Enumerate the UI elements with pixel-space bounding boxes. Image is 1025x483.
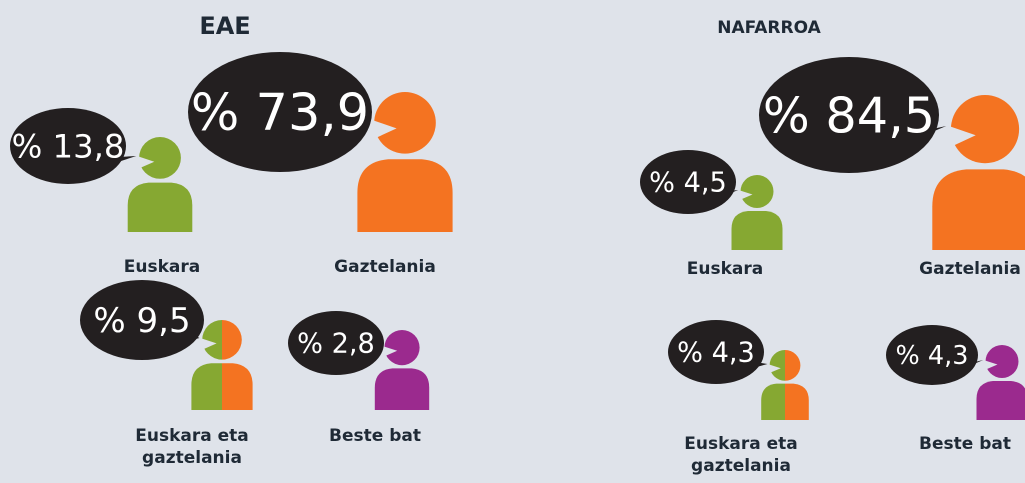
icon-head (139, 137, 181, 179)
icon-part (932, 95, 1025, 250)
value-label: % 4,3 (677, 338, 755, 369)
value-label: % 9,5 (93, 301, 190, 341)
icon-body (976, 381, 1025, 420)
category-label: Euskara (686, 259, 764, 279)
icon-mouth (767, 364, 781, 374)
icon-head (950, 95, 1020, 164)
person-icon (932, 95, 1025, 250)
icon-part (731, 175, 783, 250)
speech-bubble (640, 150, 736, 214)
category-label: Euskara eta gaztelania (135, 426, 249, 468)
category-label: Beste bat (329, 426, 421, 446)
value-label: % 2,8 (297, 329, 375, 360)
icon-part (127, 137, 193, 232)
panel-title: EAE (199, 12, 251, 40)
icon-body (357, 159, 453, 232)
value-label: % 73,9 (191, 84, 369, 143)
icon-part (785, 350, 809, 420)
person-icon (976, 345, 1025, 420)
icon-mouth (983, 360, 998, 371)
category-label: Euskara eta gaztelania (684, 434, 798, 476)
person-icon (127, 137, 193, 232)
icon-head (202, 320, 222, 360)
category-label: Euskara (123, 257, 201, 277)
person-icon (731, 175, 783, 250)
icon-head (740, 175, 774, 208)
icon-part (357, 92, 453, 232)
icon-head (985, 345, 1019, 378)
value-label: % 4,5 (649, 168, 727, 199)
category-label: Beste bat (919, 434, 1011, 454)
speech-bubble (10, 108, 126, 184)
speech-bubble (668, 320, 764, 384)
person-icon (191, 320, 253, 410)
icon-head (222, 320, 242, 360)
person-icon (357, 92, 453, 232)
speech-bubble (80, 280, 204, 360)
icon-mouth (137, 156, 155, 170)
speech-bubble (288, 311, 384, 375)
icon-mouth (738, 190, 753, 201)
icon-body (731, 211, 783, 250)
icon-body (374, 368, 430, 410)
icon-mouth (200, 338, 217, 351)
icon-mouth (372, 120, 397, 140)
value-label: % 4,3 (896, 341, 969, 371)
icon-body (222, 363, 253, 410)
icon-mouth (382, 346, 398, 358)
person-icon (374, 330, 430, 410)
person-icon (761, 350, 809, 420)
icon-head (374, 92, 436, 154)
icon-body (785, 383, 809, 420)
icon-part (191, 320, 222, 410)
icon-body (761, 383, 785, 420)
icon-part (222, 320, 253, 410)
icon-head (384, 330, 420, 366)
icon-body (932, 169, 1025, 250)
category-label: Gaztelania (334, 257, 436, 277)
icon-part (374, 330, 430, 410)
speech-bubble (886, 325, 978, 385)
icon-head (769, 350, 785, 381)
icon-body (191, 363, 222, 410)
value-label: % 13,8 (12, 127, 125, 165)
icon-mouth (948, 126, 976, 148)
icon-body (127, 182, 193, 232)
speech-bubble (188, 52, 372, 172)
category-label: Gaztelania (919, 259, 1021, 279)
value-label: % 84,5 (763, 86, 935, 144)
icon-part (761, 350, 785, 420)
icon-head (785, 350, 801, 381)
speech-bubble (759, 57, 939, 173)
panel-title: NAFARROA (717, 18, 821, 38)
icon-part (976, 345, 1025, 420)
